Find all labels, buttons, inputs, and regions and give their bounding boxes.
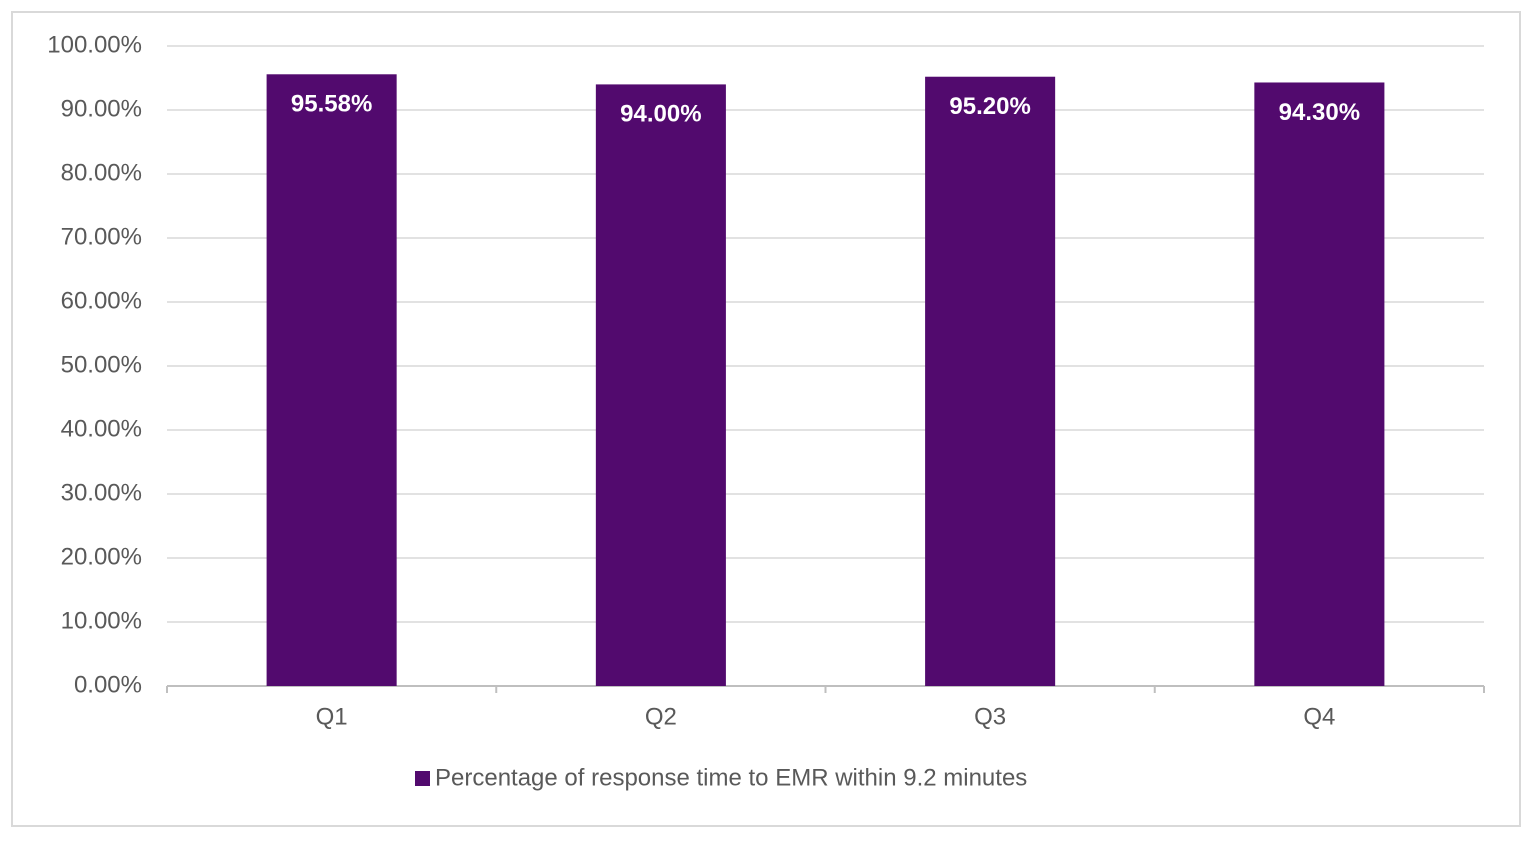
y-tick-label: 70.00%	[61, 223, 142, 250]
y-tick-label: 30.00%	[61, 479, 142, 506]
y-tick-label: 0.00%	[74, 671, 142, 698]
y-tick-label: 10.00%	[61, 607, 142, 634]
bar	[595, 84, 726, 686]
value-label: 95.20%	[949, 93, 1030, 120]
y-tick-label: 40.00%	[61, 415, 142, 442]
x-tick-label: Q2	[645, 703, 677, 730]
value-label: 94.30%	[1279, 99, 1360, 126]
y-tick-label: 20.00%	[61, 543, 142, 570]
y-tick-label: 80.00%	[61, 159, 142, 186]
bar	[266, 74, 397, 686]
y-tick-label: 100.00%	[47, 31, 142, 58]
legend-swatch	[415, 771, 430, 786]
legend-label: Percentage of response time to EMR withi…	[435, 764, 1027, 791]
y-tick-label: 60.00%	[61, 287, 142, 314]
y-tick-label: 90.00%	[61, 95, 142, 122]
bar	[1254, 82, 1385, 687]
value-label: 95.58%	[291, 91, 372, 118]
value-label: 94.00%	[620, 101, 701, 128]
x-tick-label: Q3	[974, 703, 1006, 730]
bar	[925, 76, 1056, 687]
x-tick-label: Q1	[316, 703, 348, 730]
y-tick-label: 50.00%	[61, 351, 142, 378]
x-tick-label: Q4	[1303, 703, 1335, 730]
